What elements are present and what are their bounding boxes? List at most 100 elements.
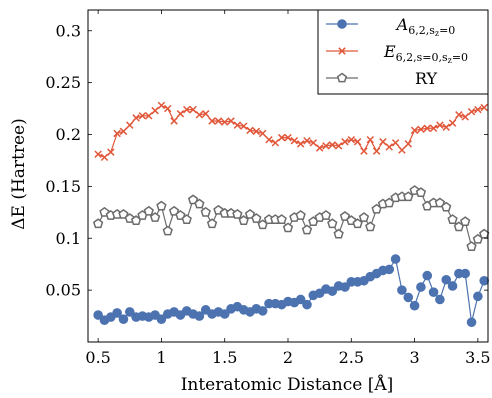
data-point bbox=[176, 110, 185, 118]
data-point bbox=[265, 135, 273, 144]
data-point bbox=[257, 306, 268, 316]
data-point bbox=[195, 111, 204, 119]
legend-swatch-marker bbox=[338, 47, 346, 55]
data-point bbox=[251, 213, 262, 223]
data-point bbox=[252, 127, 261, 136]
plot-layer bbox=[92, 101, 490, 328]
legend-entry-2: RY bbox=[326, 69, 437, 88]
data-point bbox=[327, 286, 338, 296]
data-point bbox=[183, 105, 191, 114]
data-point bbox=[417, 125, 425, 134]
data-point bbox=[276, 214, 287, 224]
data-point bbox=[436, 121, 444, 129]
x-tick-label: 2.5 bbox=[339, 348, 364, 367]
data-point bbox=[112, 308, 122, 318]
data-point bbox=[170, 117, 178, 125]
data-point bbox=[441, 201, 452, 212]
legend: A6,2,sz=0 E6,2,s=0,sz=0 RY bbox=[317, 9, 489, 95]
data-point bbox=[328, 141, 337, 149]
legend-label-main: RY bbox=[415, 69, 438, 88]
data-point bbox=[118, 208, 129, 219]
data-point bbox=[119, 127, 128, 136]
data-point bbox=[301, 224, 313, 235]
data-point bbox=[168, 205, 180, 216]
legend-label: A6,2,sz=0 bbox=[395, 15, 456, 38]
data-point bbox=[302, 299, 312, 310]
data-point bbox=[473, 291, 483, 302]
y-tick-label: 0.3 bbox=[56, 21, 81, 40]
data-point bbox=[403, 292, 414, 303]
y-tick-label: 0.15 bbox=[45, 177, 81, 196]
y-axis-title: ΔE (Hartree) bbox=[9, 118, 29, 230]
data-point bbox=[474, 105, 482, 114]
y-tick-label: 0.25 bbox=[45, 73, 81, 92]
data-point bbox=[145, 112, 153, 120]
legend-label-main: A bbox=[395, 15, 409, 34]
data-point bbox=[479, 228, 490, 239]
data-point bbox=[157, 101, 166, 110]
series-line-1 bbox=[97, 104, 485, 159]
data-point bbox=[303, 136, 311, 145]
data-point bbox=[151, 106, 159, 115]
legend-label: RY bbox=[415, 69, 438, 88]
data-point bbox=[124, 307, 135, 317]
data-point bbox=[194, 198, 205, 209]
x-axis-title: Interatomic Distance [Å] bbox=[181, 374, 394, 395]
data-point bbox=[416, 282, 426, 292]
data-point bbox=[290, 136, 299, 145]
data-point bbox=[410, 126, 419, 135]
data-point bbox=[258, 129, 267, 138]
data-point bbox=[398, 146, 406, 154]
data-point bbox=[208, 117, 216, 125]
data-point bbox=[232, 208, 243, 219]
data-point bbox=[295, 294, 306, 305]
axes: 0.5 1 1.5 2 2.5 3 3.5 0.05 0.1 0.15 0.2 0.25 0.3 bbox=[45, 9, 491, 367]
data-point bbox=[233, 121, 242, 129]
data-point bbox=[189, 105, 197, 114]
data-point bbox=[194, 311, 205, 321]
data-point bbox=[295, 210, 306, 220]
data-point bbox=[415, 187, 427, 197]
data-point bbox=[341, 138, 349, 146]
data-point bbox=[353, 138, 362, 146]
y-tick-label: 0.1 bbox=[56, 229, 81, 248]
data-point bbox=[409, 300, 420, 311]
data-point bbox=[138, 112, 147, 120]
data-point bbox=[132, 114, 140, 122]
legend-swatch-marker bbox=[337, 19, 347, 29]
data-point bbox=[441, 274, 452, 285]
x-tick-label: 2 bbox=[283, 348, 293, 367]
data-point bbox=[201, 110, 210, 118]
data-point bbox=[347, 135, 356, 144]
data-point bbox=[397, 285, 407, 295]
legend-label-subscript-tail: =0 bbox=[439, 24, 455, 37]
legend-label-subsubscript: z bbox=[448, 56, 452, 65]
data-point bbox=[448, 119, 457, 127]
legend-label-subscript-tail: =0 bbox=[452, 51, 468, 64]
data-point bbox=[214, 117, 223, 125]
data-point bbox=[296, 140, 305, 148]
data-point bbox=[334, 142, 343, 150]
data-point bbox=[423, 124, 431, 133]
legend-swatch-marker bbox=[336, 72, 348, 83]
legend-entry-1: E6,2,s=0,sz=0 bbox=[326, 42, 468, 65]
data-point bbox=[428, 287, 439, 298]
data-point bbox=[244, 208, 256, 219]
data-point bbox=[327, 218, 338, 229]
data-point bbox=[429, 124, 438, 133]
data-point bbox=[479, 275, 490, 286]
data-point bbox=[460, 216, 471, 227]
data-point bbox=[175, 210, 186, 220]
data-point bbox=[315, 144, 324, 152]
data-point bbox=[143, 205, 154, 216]
data-point bbox=[384, 264, 395, 275]
data-point bbox=[220, 118, 229, 126]
data-point bbox=[365, 221, 376, 232]
data-point bbox=[156, 200, 167, 211]
legend-label-subsubscript: z bbox=[435, 29, 439, 38]
data-point bbox=[320, 210, 332, 220]
data-point bbox=[219, 309, 230, 319]
data-point bbox=[422, 270, 433, 281]
data-point bbox=[385, 143, 393, 151]
legend-label-main: E bbox=[383, 42, 396, 61]
